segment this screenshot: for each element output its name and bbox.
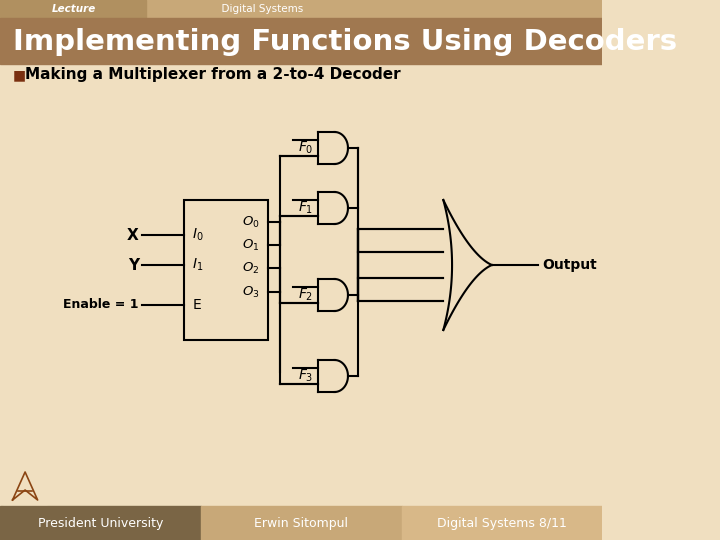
Text: $O_0$: $O_0$ bbox=[242, 214, 259, 230]
Text: ■: ■ bbox=[12, 68, 26, 82]
Text: Y: Y bbox=[127, 258, 139, 273]
Bar bbox=[201, 506, 402, 540]
Text: X: X bbox=[127, 227, 139, 242]
Text: Erwin Sitompul: Erwin Sitompul bbox=[254, 516, 348, 530]
Text: Digital Systems: Digital Systems bbox=[215, 4, 303, 14]
Bar bbox=[184, 200, 268, 340]
Bar bbox=[402, 506, 602, 540]
Text: $F_2$: $F_2$ bbox=[299, 287, 314, 303]
Text: $O_2$: $O_2$ bbox=[242, 260, 259, 275]
Text: $I_0$: $I_0$ bbox=[192, 227, 204, 243]
Text: $O_1$: $O_1$ bbox=[242, 238, 259, 253]
Text: $O_3$: $O_3$ bbox=[242, 285, 259, 300]
Text: Lecture: Lecture bbox=[52, 4, 96, 14]
Text: $I_1$: $I_1$ bbox=[192, 257, 204, 273]
Text: Making a Multiplexer from a 2-to-4 Decoder: Making a Multiplexer from a 2-to-4 Decod… bbox=[25, 68, 401, 83]
Bar bbox=[0, 0, 146, 18]
Bar bbox=[4, 468, 47, 504]
Text: $F_1$: $F_1$ bbox=[299, 200, 314, 216]
Text: Output: Output bbox=[542, 258, 597, 272]
Text: $F_0$: $F_0$ bbox=[298, 140, 314, 156]
Text: Implementing Functions Using Decoders: Implementing Functions Using Decoders bbox=[12, 28, 677, 56]
Text: President University: President University bbox=[37, 516, 163, 530]
Bar bbox=[0, 506, 201, 540]
Text: Enable = 1: Enable = 1 bbox=[63, 299, 139, 312]
Text: $F_3$: $F_3$ bbox=[298, 368, 314, 384]
Text: Digital Systems 8/11: Digital Systems 8/11 bbox=[437, 516, 567, 530]
Text: E: E bbox=[192, 298, 201, 312]
Bar bbox=[0, 0, 602, 18]
Bar bbox=[0, 18, 602, 64]
